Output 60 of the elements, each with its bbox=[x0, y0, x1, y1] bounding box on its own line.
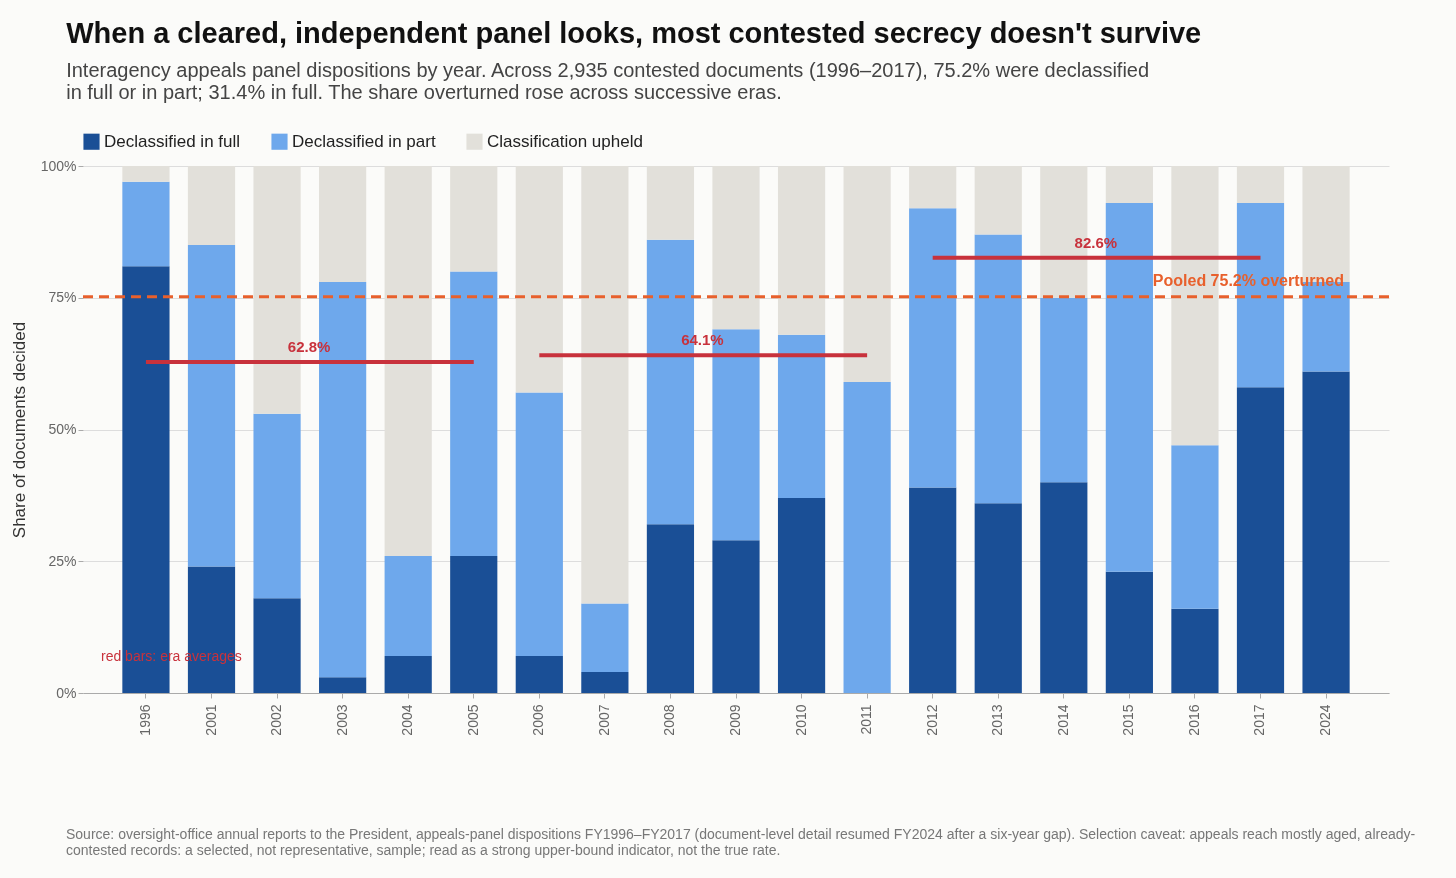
x-tick-label: 2001 bbox=[202, 704, 219, 736]
bar bbox=[515, 656, 563, 693]
x-tick-label: 2002 bbox=[268, 704, 285, 736]
bar bbox=[187, 245, 236, 567]
y-tick-label: 50% bbox=[48, 421, 77, 437]
bar bbox=[450, 271, 498, 556]
y-tick-label: 75% bbox=[48, 289, 77, 306]
x-tick-label: 2024 bbox=[1317, 704, 1334, 736]
bar bbox=[1040, 482, 1088, 693]
bar bbox=[384, 555, 432, 657]
bar bbox=[777, 334, 826, 499]
y-tick-label: 100% bbox=[40, 157, 77, 174]
x-tick-label: 2013 bbox=[989, 704, 1006, 736]
x-tick-label: 2007 bbox=[595, 704, 612, 736]
bar bbox=[450, 555, 498, 693]
bar bbox=[1105, 571, 1153, 693]
bar bbox=[122, 181, 170, 267]
bar bbox=[581, 671, 629, 693]
chart-subtitle: Interagency appeals panel dispositions by year. Across 2,935 contested documents (1996–2017), 75.2% were declassified in full or in part; 31.4% in full. The share overturned rose across successive eras. bbox=[66, 59, 1150, 103]
x-tick-label: 2010 bbox=[792, 704, 809, 736]
x-tick-label: 2003 bbox=[333, 704, 350, 736]
x-tick-label: 2006 bbox=[530, 704, 547, 736]
y-tick-label: 25% bbox=[48, 552, 77, 569]
bar bbox=[777, 498, 826, 693]
legend-label: Declassified in part bbox=[292, 131, 436, 151]
x-tick-label: 2008 bbox=[661, 704, 678, 736]
bar bbox=[909, 208, 957, 488]
x-tick-label: 2016 bbox=[1185, 704, 1202, 736]
source-note: Source: oversight-office annual reports to the President, appeals-panel dispositions FY1996–FY2017 (document-level detail resumed FY2024 after a six-year gap). Selection caveat: appeals reach mostly aged, already-contested records: a selected, not representative, sample; read as a strong upper-bound indicator, not the true rate. bbox=[66, 826, 1417, 858]
bar bbox=[712, 540, 760, 693]
chart-title: When a cleared, independent panel looks, most contested secrecy doesn't survive bbox=[66, 17, 1202, 49]
x-tick-label: 2005 bbox=[464, 704, 481, 736]
legend-label: Declassified in full bbox=[104, 131, 241, 151]
y-axis-title: Share of documents decided bbox=[9, 321, 29, 539]
bar bbox=[319, 677, 367, 693]
x-tick-label: 2012 bbox=[923, 704, 940, 736]
x-tick-label: 2015 bbox=[1120, 704, 1137, 736]
bar bbox=[909, 487, 957, 693]
bar bbox=[515, 392, 563, 657]
bar bbox=[253, 598, 301, 693]
bar bbox=[1236, 387, 1285, 693]
x-tick-label: 1996 bbox=[136, 704, 153, 736]
bar bbox=[646, 524, 695, 693]
bar bbox=[1040, 297, 1088, 483]
x-tick-label: 2014 bbox=[1054, 704, 1071, 736]
x-tick-label: 2004 bbox=[399, 704, 416, 736]
bar bbox=[843, 382, 891, 693]
bar bbox=[1171, 608, 1219, 693]
x-tick-label: 2017 bbox=[1251, 704, 1268, 736]
x-tick-label: 2011 bbox=[858, 704, 875, 735]
bar bbox=[253, 413, 301, 599]
bar bbox=[1302, 371, 1350, 693]
bar bbox=[581, 603, 629, 672]
y-tick-label: 0% bbox=[56, 684, 77, 701]
bar bbox=[1171, 445, 1219, 609]
x-tick-label: 2009 bbox=[727, 704, 743, 736]
bar bbox=[974, 234, 1022, 504]
bar bbox=[974, 503, 1022, 693]
legend-label: Classification upheld bbox=[487, 131, 643, 151]
bar bbox=[384, 656, 432, 693]
